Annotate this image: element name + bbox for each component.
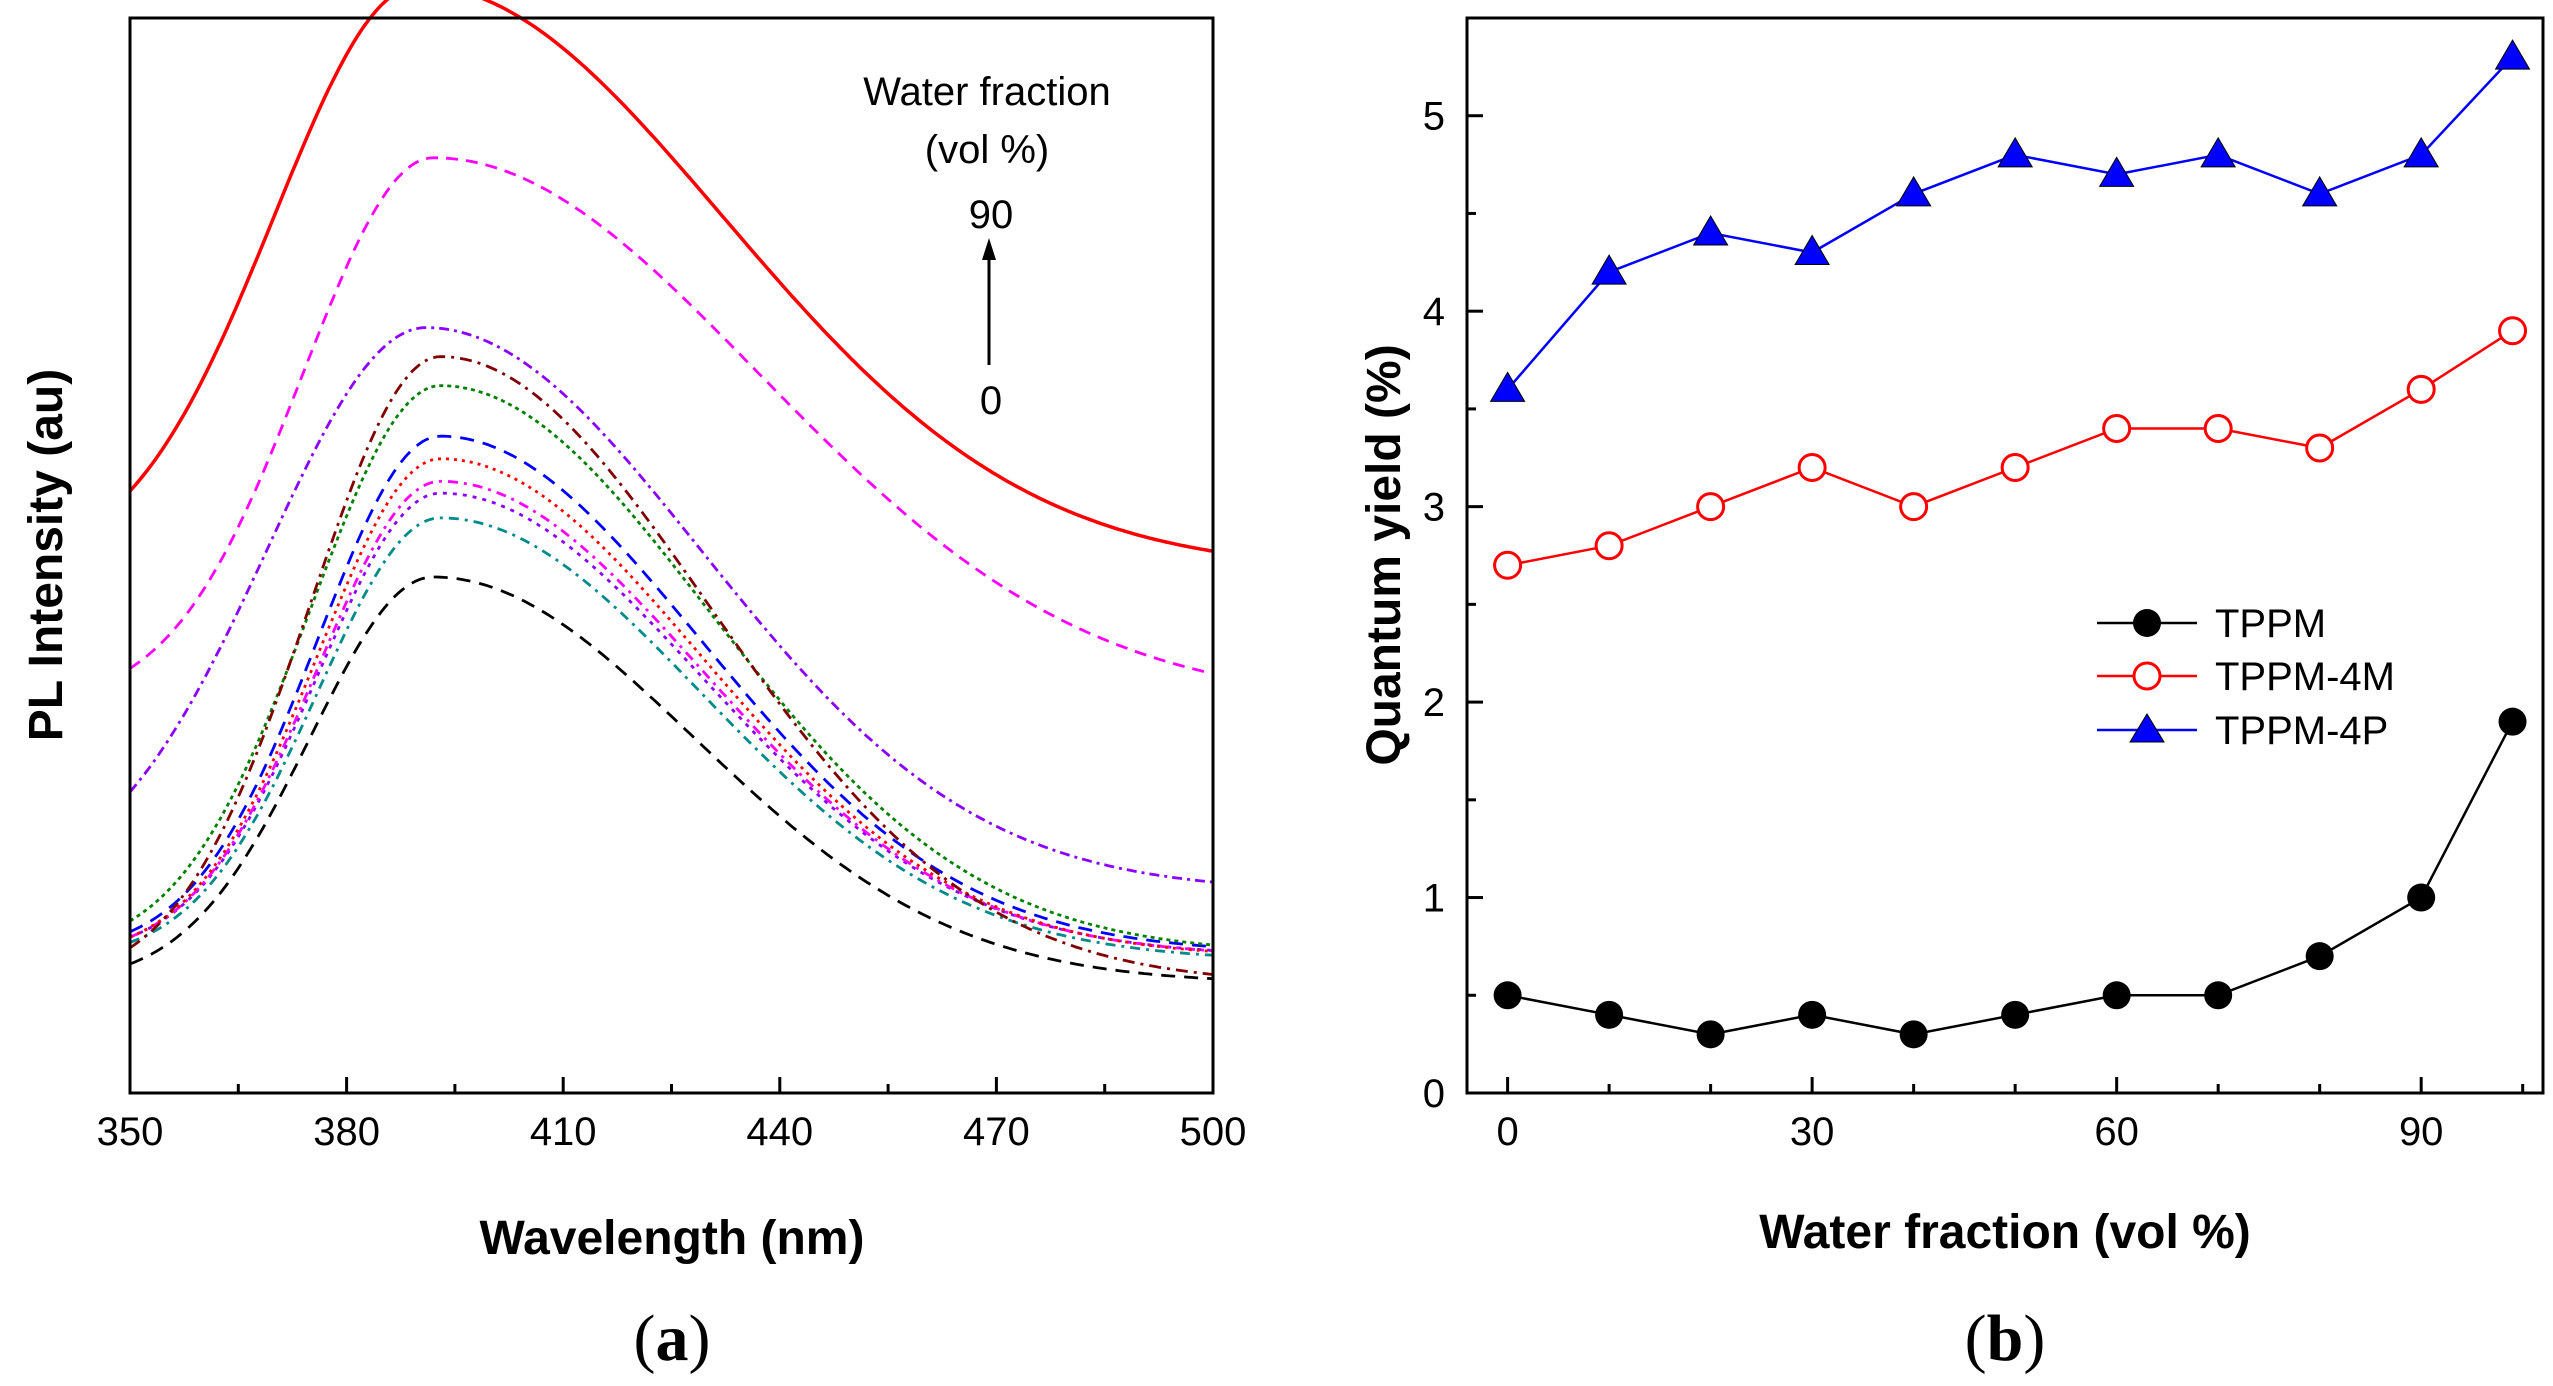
a-spectrum-0	[129, 575, 1214, 981]
b-point-tppm-4m-40	[1899, 492, 1929, 522]
b-x-ticks: 0 30 60 90	[1496, 1077, 2525, 1154]
b-x-tick-label-60: 60	[2094, 1110, 2139, 1154]
b-point-tppm-40	[1899, 1020, 1928, 1049]
panel-b-chart: 0 30 60 90 0 1 2 3 4 5 Water fraction (vol %) Qu…	[1358, 16, 2545, 1375]
b-point-tppm-90	[2407, 883, 2436, 912]
b-legend-label-tppm-4m: TPPM-4M	[2215, 655, 2395, 699]
a-spectrum-60	[129, 384, 1214, 947]
b-line-tppm	[1507, 721, 2514, 1036]
b-y-tick-label-0: 0	[1423, 1072, 1445, 1116]
b-point-tppm-30	[1798, 1000, 1827, 1029]
b-point-tppm-4m-50	[2000, 453, 2030, 483]
b-point-tppm-4p-40	[1895, 175, 1932, 207]
b-point-tppm-4p-90	[2403, 136, 2440, 168]
b-point-tppm-4p-30	[1794, 234, 1831, 266]
b-x-tick-label-30: 30	[1790, 1110, 1835, 1154]
b-y-axis-label: Quantum yield (%)	[1358, 344, 1411, 765]
b-point-tppm-4m-30	[1797, 453, 1827, 483]
b-point-tppm-50	[2001, 1000, 2030, 1029]
b-point-tppm-4m-99	[2498, 316, 2528, 346]
a-annotation-arrow-head	[982, 238, 996, 260]
b-point-tppm-4p-80	[2301, 175, 2338, 207]
b-plot-frame	[1465, 16, 2545, 1095]
b-line-tppm-4m	[1507, 329, 2514, 567]
a-spectrum-10	[129, 516, 1214, 957]
a-x-tick-label-470: 470	[963, 1110, 1030, 1154]
panel-a-chart: 350 380 410 440 470 500 Wavelength (nm) PL In…	[20, 0, 1246, 1375]
a-spectrum-40	[129, 457, 1214, 953]
b-series	[1489, 39, 2531, 1049]
a-spectrum-80	[128, 326, 1214, 884]
b-point-tppm-4m-80	[2305, 433, 2335, 463]
b-point-tppm-60	[2102, 981, 2131, 1010]
b-point-tppm-4m-20	[1696, 492, 1726, 522]
a-curves	[128, 0, 1214, 981]
a-spectrum-90	[129, 156, 1214, 675]
b-y-tick-label-1: 1	[1423, 877, 1445, 921]
b-point-tppm-4p-60	[2098, 156, 2135, 187]
b-y-tick-label-3: 3	[1423, 486, 1445, 530]
b-legend-marker-tppm-4p	[2129, 713, 2165, 743]
b-x-tick-label-90: 90	[2399, 1110, 2444, 1154]
b-legend-label-tppm: TPPM	[2215, 602, 2326, 646]
a-spectrum-20	[129, 491, 1214, 952]
b-point-tppm-4p-0	[1489, 371, 1526, 402]
b-x-tick-label-0: 0	[1496, 1110, 1518, 1154]
b-point-tppm-80	[2305, 942, 2334, 971]
b-point-tppm-4p-50	[1997, 136, 2034, 168]
b-point-tppm-0	[1493, 981, 1522, 1010]
b-point-tppm-4m-70	[2203, 413, 2233, 443]
b-line-tppm-4p	[1506, 56, 2514, 391]
b-legend-label-tppm-4p: TPPM-4P	[2215, 709, 2388, 753]
b-legend-item-tppm: TPPM	[2097, 602, 2326, 646]
a-spectrum-70	[129, 355, 1214, 976]
b-y-ticks: 0 1 2 3 4 5	[1423, 95, 1483, 1116]
a-x-axis-label: Wavelength (nm)	[480, 1212, 865, 1265]
b-point-tppm-99	[2498, 707, 2527, 736]
a-x-ticks: 350 380 410 440 470 500	[97, 1077, 1247, 1154]
a-spectrum-30	[129, 479, 1214, 953]
a-annotation-title-line1: Water fraction	[863, 70, 1110, 114]
a-y-axis-label: PL Intensity (au)	[20, 369, 73, 742]
b-point-tppm-70	[2204, 981, 2233, 1010]
b-legend-marker-tppm	[2133, 609, 2161, 637]
b-point-tppm-4m-10	[1594, 531, 1624, 561]
a-spectrum-99	[128, 0, 1214, 553]
b-legend-item-tppm-4m: TPPM-4M	[2097, 655, 2395, 699]
b-point-tppm-10	[1595, 1000, 1624, 1029]
a-x-tick-label-500: 500	[1180, 1110, 1247, 1154]
b-point-tppm-20	[1696, 1020, 1725, 1049]
b-y-tick-label-5: 5	[1423, 95, 1445, 139]
b-legend: TPPM TPPM-4M TPPM-4P	[2097, 602, 2395, 753]
b-legend-item-tppm-4p: TPPM-4P	[2097, 709, 2388, 753]
b-point-tppm-4p-20	[1692, 215, 1729, 246]
b-x-axis-label: Water fraction (vol %)	[1759, 1206, 2251, 1259]
a-x-tick-label-380: 380	[313, 1110, 380, 1154]
b-y-tick-label-4: 4	[1423, 290, 1445, 334]
b-y-tick-label-2: 2	[1423, 681, 1445, 725]
b-point-tppm-4m-0	[1493, 550, 1523, 580]
a-x-tick-label-440: 440	[746, 1110, 813, 1154]
a-annotation-bottom-value: 0	[980, 379, 1002, 423]
a-x-tick-label-350: 350	[97, 1110, 164, 1154]
a-annotation-top-value: 90	[969, 193, 1014, 237]
b-point-tppm-4m-60	[2102, 413, 2132, 443]
b-panel-label: (b)	[1965, 1302, 2046, 1375]
a-x-tick-label-410: 410	[530, 1110, 597, 1154]
b-point-tppm-4p-70	[2200, 136, 2237, 168]
a-annotation-title-line2: (vol %)	[925, 128, 1049, 172]
b-point-tppm-4p-10	[1591, 254, 1627, 285]
a-panel-label: (a)	[634, 1302, 711, 1375]
b-legend-marker-tppm-4m	[2132, 661, 2162, 691]
b-point-tppm-4p-99	[2494, 39, 2531, 70]
b-point-tppm-4m-90	[2406, 374, 2436, 404]
